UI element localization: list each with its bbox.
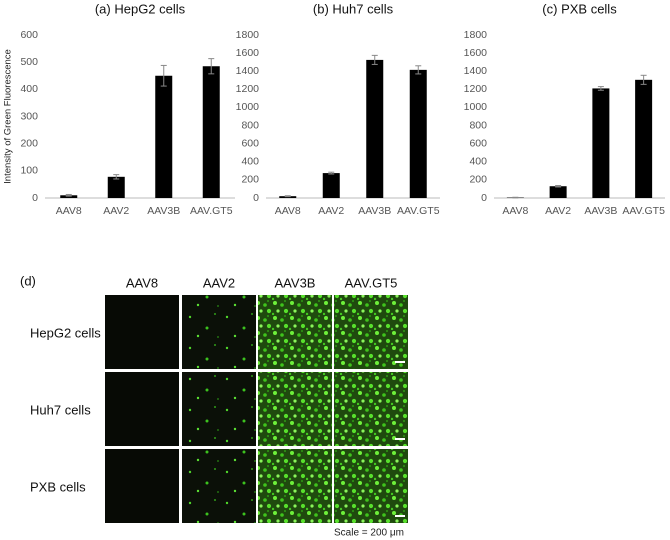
y-tick-label: 1400 [464, 65, 488, 77]
error-bar [415, 65, 422, 75]
scale-text: Scale = 200 μm [334, 528, 404, 539]
x-tick-label: AAV3B [584, 205, 617, 217]
micrograph [105, 295, 179, 369]
x-tick-label: AAV2 [103, 205, 129, 217]
x-tick-label: AAV.GT5 [397, 205, 440, 217]
micrograph [334, 449, 408, 523]
x-tick-label: AAV3B [358, 205, 391, 217]
row-label: HepG2 cells [30, 325, 101, 340]
y-tick-label: 1800 [464, 29, 488, 41]
y-tick-label: 600 [469, 137, 487, 149]
bar [366, 59, 384, 199]
micrograph [258, 449, 332, 523]
row-label: Huh7 cells [30, 402, 91, 417]
micrograph [258, 372, 332, 446]
y-tick-label: 1600 [464, 47, 488, 59]
y-tick-label: 400 [20, 83, 38, 95]
error-bar [640, 74, 647, 85]
error-bar [597, 86, 604, 91]
x-tick-label: AAV.GT5 [190, 205, 233, 217]
y-tick-label: 800 [241, 119, 259, 131]
column-label: AAV.GT5 [345, 275, 398, 290]
micrograph [334, 295, 408, 369]
error-bar [555, 185, 562, 188]
y-tick-label: 1200 [236, 83, 260, 95]
y-tick-label: 100 [20, 165, 38, 177]
y-tick-label: 200 [469, 174, 487, 186]
panel-label: (d) [20, 273, 36, 288]
error-bar [328, 171, 335, 175]
x-tick-label: AAV8 [56, 205, 82, 217]
y-axis-label: Intensity of Green Fluorescence [3, 49, 14, 184]
y-tick-label: 800 [469, 119, 487, 131]
y-tick-label: 1600 [236, 47, 260, 59]
error-bar [208, 58, 215, 75]
x-tick-label: AAV.GT5 [622, 205, 665, 217]
column-label: AAV8 [126, 275, 158, 290]
bar [107, 176, 125, 198]
micrograph [182, 295, 256, 369]
micrograph [182, 449, 256, 523]
micrograph [334, 372, 408, 446]
bar [155, 75, 173, 198]
micrograph [258, 295, 332, 369]
row-label: PXB cells [30, 479, 86, 494]
y-tick-label: 1400 [236, 65, 260, 77]
error-bar [512, 196, 519, 199]
image-grid: AAV8 AAV2 AAV3B AAV.GT5 HepG2 cells Huh7 cell… [30, 275, 408, 523]
chart-title: (a) HepG2 cells [95, 1, 186, 16]
y-tick-label: 1200 [464, 83, 488, 95]
micrograph [105, 372, 179, 446]
x-tick-label: AAV3B [147, 205, 180, 217]
y-tick-label: 600 [241, 137, 259, 149]
y-tick-label: 0 [253, 192, 259, 204]
chart-title: (b) Huh7 cells [313, 1, 394, 16]
bar [202, 66, 220, 198]
y-tick-label: 0 [481, 192, 487, 204]
bar [549, 186, 567, 198]
bar [409, 69, 427, 198]
y-tick-label: 1000 [464, 101, 488, 113]
column-label: AAV2 [203, 275, 235, 290]
bar [322, 173, 340, 198]
y-tick-label: 400 [241, 156, 259, 168]
error-bar [284, 195, 291, 198]
error-bar [371, 54, 378, 65]
y-tick-label: 0 [32, 192, 38, 204]
y-tick-label: 1800 [236, 29, 260, 41]
bar [635, 79, 653, 198]
y-tick-label: 200 [241, 174, 259, 186]
error-bar [113, 174, 120, 180]
bar [592, 88, 610, 198]
y-tick-label: 500 [20, 56, 38, 68]
x-tick-label: AAV2 [318, 205, 344, 217]
bar [60, 195, 78, 198]
micrograph [105, 449, 179, 523]
x-tick-label: AAV2 [545, 205, 571, 217]
x-tick-label: AAV8 [502, 205, 528, 217]
y-tick-label: 1000 [236, 101, 260, 113]
y-tick-label: 300 [20, 110, 38, 122]
chart-title: (c) PXB cells [542, 1, 617, 16]
column-label: AAV3B [275, 275, 316, 290]
micrograph [182, 372, 256, 446]
x-tick-label: AAV8 [275, 205, 301, 217]
error-bar [65, 193, 72, 197]
y-tick-label: 400 [469, 156, 487, 168]
y-tick-label: 200 [20, 137, 38, 149]
y-tick-label: 600 [20, 29, 38, 41]
error-bar [160, 64, 167, 87]
